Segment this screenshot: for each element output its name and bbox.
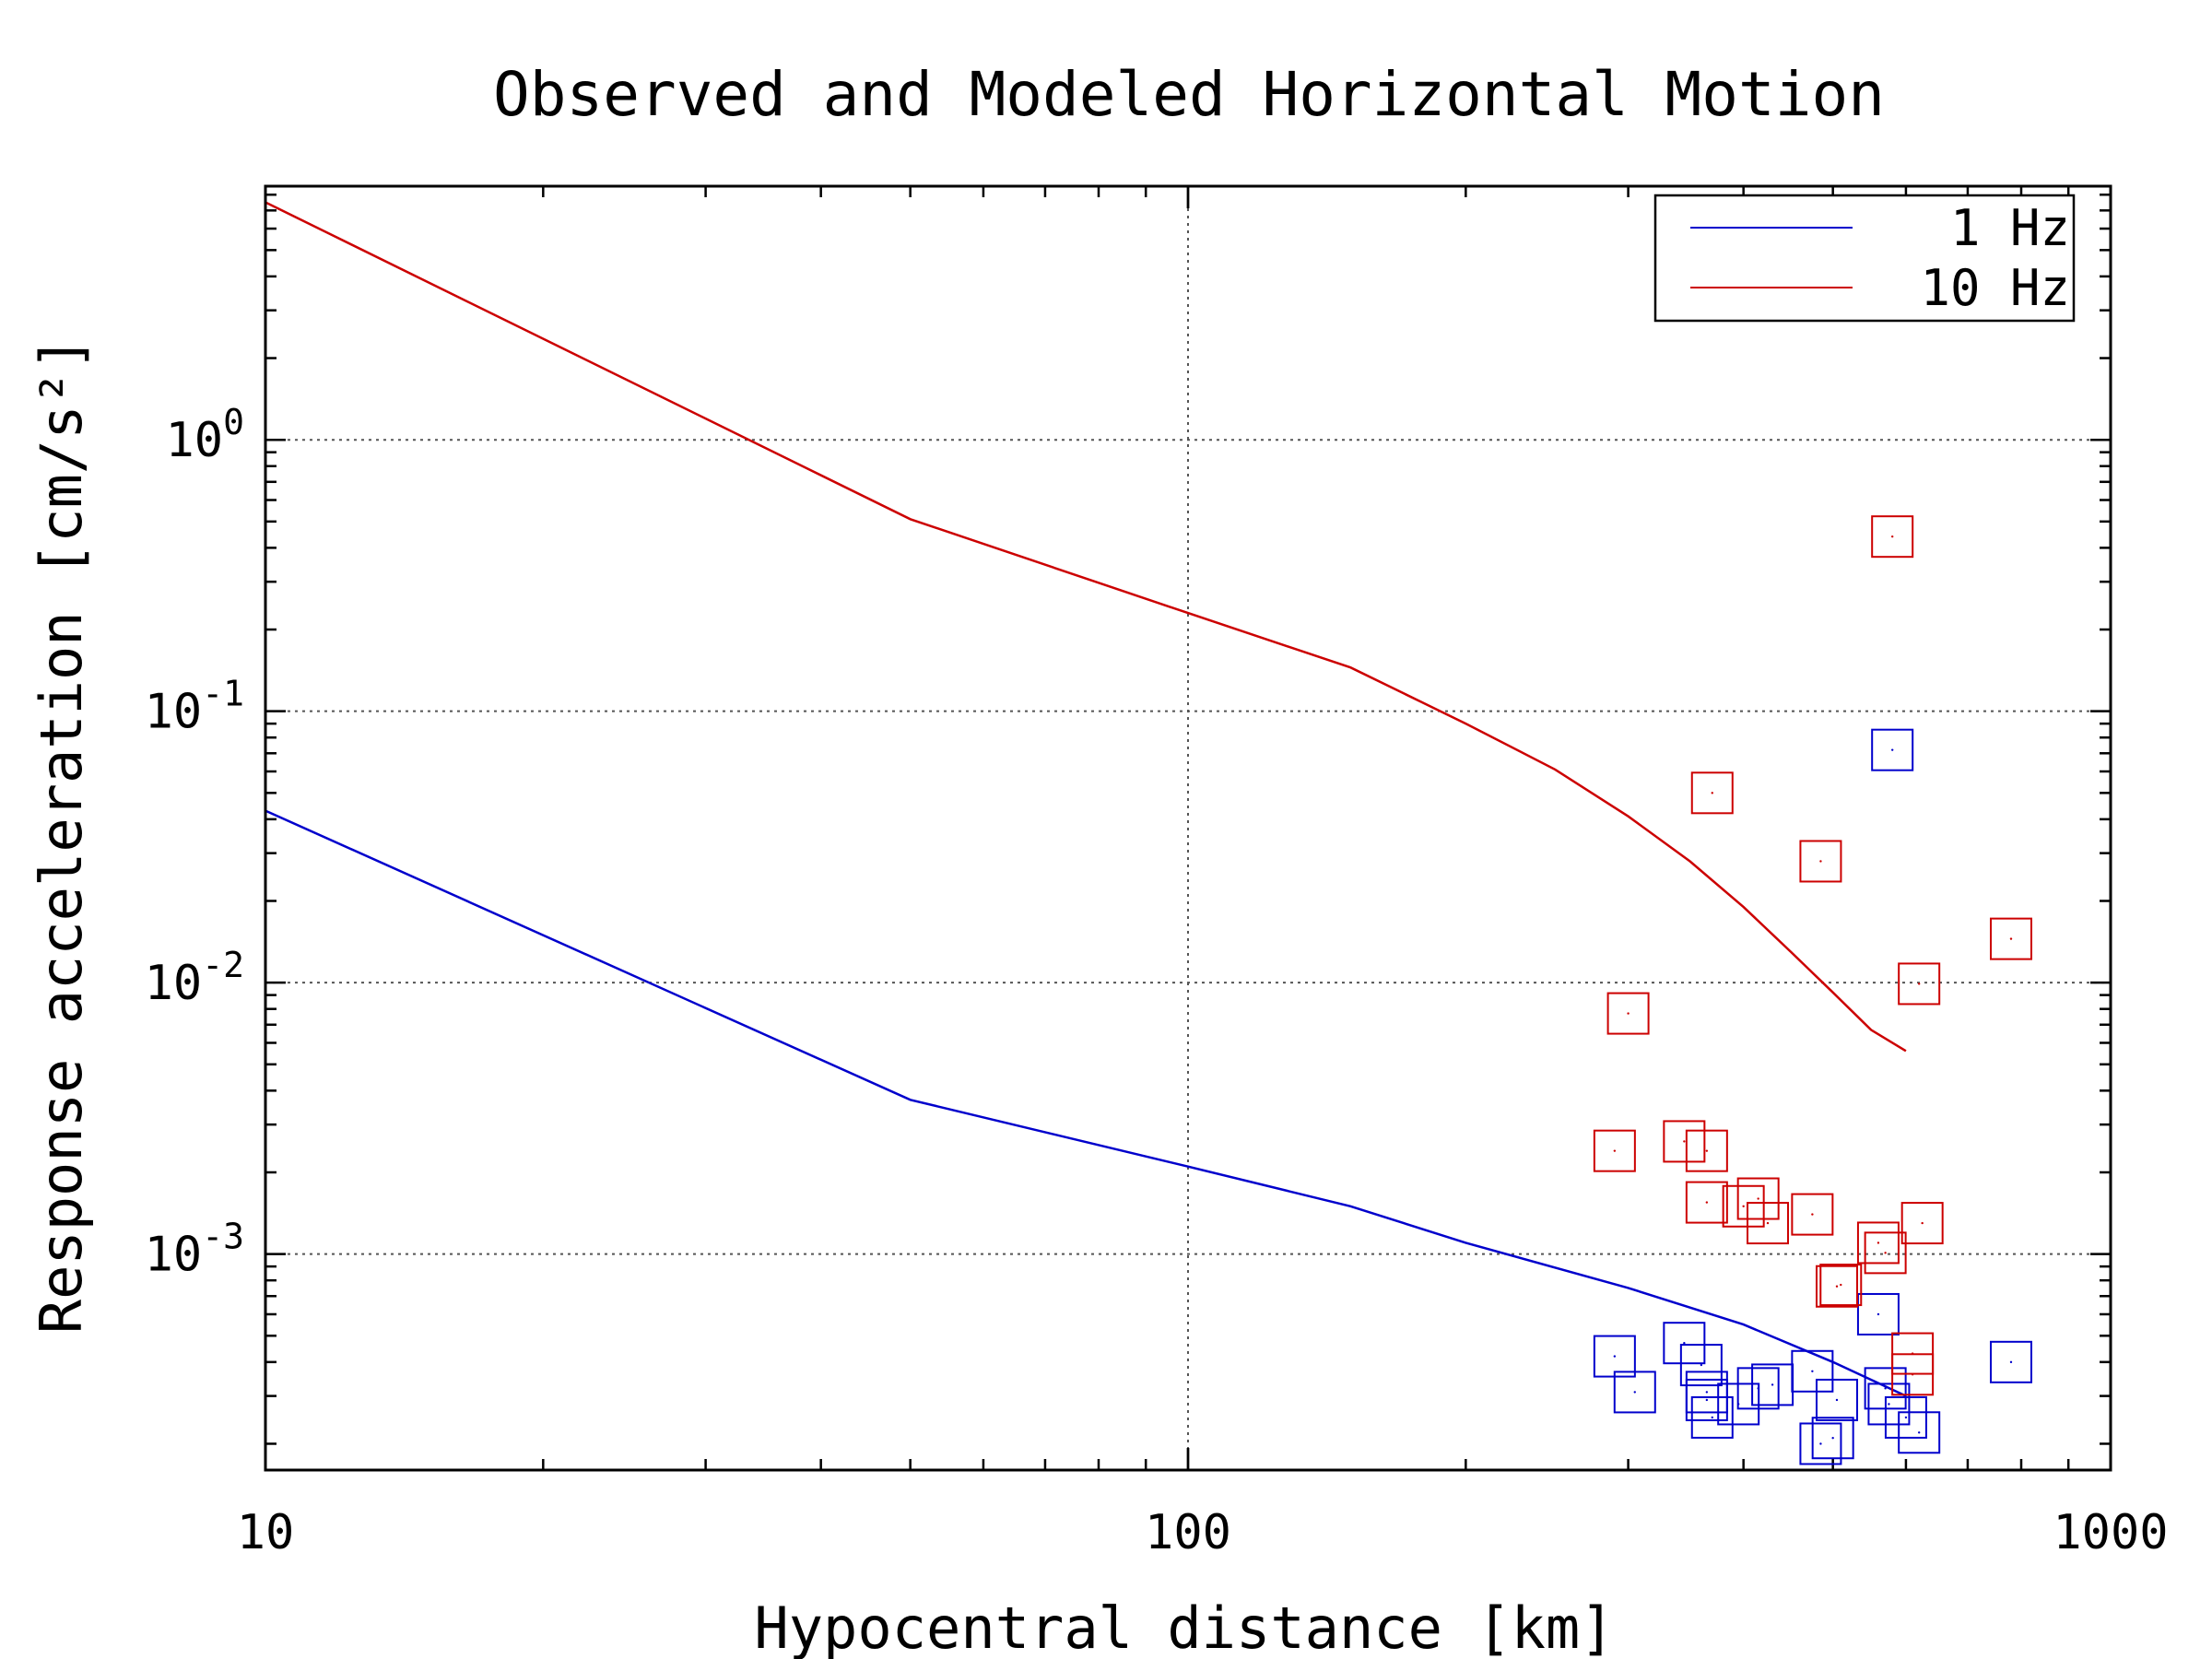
observed-point-1hz [1663,1322,1706,1365]
observed-point-dot-1hz [1917,1431,1921,1434]
observed-point-1hz [1690,1395,1734,1439]
observed-point-dot-10hz [1683,1140,1686,1143]
plot-frame [264,184,2112,1472]
observed-point-dot-10hz [1877,1241,1880,1244]
observed-point-dot-10hz [1917,982,1921,985]
y-tick-label: 10-3 [145,1217,244,1283]
observed-point-10hz [1856,1221,1900,1265]
observed-point-dot-10hz [1705,1201,1709,1204]
observed-point-1hz [1989,1340,2032,1383]
y-tick-labels: 100 10-1 10-2 10-3 [145,402,244,1282]
observed-point-dot-10hz [1627,1012,1630,1015]
observed-point-dot-10hz [1884,1252,1887,1254]
observed-point-dot-10hz [1840,1283,1842,1287]
observed-point-10hz [1815,1265,1858,1308]
observed-point-10hz [1722,1184,1765,1228]
observed-point-10hz [1747,1202,1790,1245]
observed-point-dot-10hz [1811,1213,1814,1216]
legend-label-10hz: 10 Hz [1920,259,2070,317]
observed-point-dot-10hz [1819,860,1822,863]
observed-point-dot-10hz [2009,937,2013,940]
observed-point-1hz [1871,728,1914,771]
observed-point-1hz [1811,1417,1854,1460]
observed-point-dot-1hz [1711,1416,1713,1419]
observed-point-10hz [1663,1120,1706,1163]
observed-point-1hz [1679,1344,1723,1387]
observed-point-dot-1hz [1888,1403,1890,1406]
observed-point-dot-1hz [1884,1387,1887,1390]
model-line-10hz [265,201,1907,1053]
y-axis-label: Response acceleration [cm/s²] [28,336,95,1335]
legend-label-1hz: 1 Hz [1950,199,2070,257]
observed-point-dot-10hz [1613,1149,1617,1152]
observed-point-dot-10hz [1921,1221,1924,1225]
observed-point-1hz [1685,1378,1728,1421]
observed-point-1hz [1884,1395,1927,1439]
observed-point-dot-1hz [1771,1383,1774,1386]
model-line-1hz [265,809,1907,1397]
observed-point-dot-10hz [1766,1221,1770,1225]
x-axis-label: Hypocentral distance [km] [754,1594,1614,1659]
observed-point-10hz [1685,1181,1728,1224]
x-tick-label: 1000 [2053,1505,2168,1560]
observed-point-1hz [1799,1422,1842,1465]
observed-point-dot-1hz [1835,1398,1839,1402]
observed-point-dot-1hz [1811,1370,1814,1372]
observed-point-10hz [1736,1177,1780,1220]
observed-point-1hz [1613,1371,1656,1414]
observed-point-dot-1hz [1700,1363,1703,1367]
legend-box [1653,194,2076,323]
observed-point-10hz [1791,1193,1834,1236]
observed-point-10hz [1606,992,1650,1035]
observed-point-10hz [1593,1129,1636,1172]
y-tick-label: 100 [165,402,244,468]
observed-point-dot-1hz [1904,1416,1908,1419]
observed-point-dot-1hz [1633,1391,1636,1394]
grid [265,186,2111,1470]
observed-point-dot-1hz [1683,1341,1686,1345]
observed-point-10hz [1900,1202,1944,1245]
observed-point-1hz [1867,1382,1911,1426]
observed-point-dot-10hz [1742,1205,1745,1207]
observed-point-1hz [1736,1367,1780,1410]
observed-point-dot-10hz [1757,1197,1759,1200]
x-tick-labels: 10 100 1000 [237,1505,2169,1560]
observed-point-dot-10hz [1911,1373,1914,1376]
plot-series [265,201,2032,1465]
observed-point-10hz [1819,1264,1863,1307]
observed-point-10hz [1898,962,1941,1006]
observed-point-1hz [1791,1349,1834,1393]
observed-point-1hz [1856,1292,1900,1335]
observed-point-dot-1hz [1831,1437,1834,1440]
observed-point-10hz [1690,771,1734,815]
observed-point-dot-1hz [1890,748,1894,751]
y-tick-label: 10-1 [145,674,244,740]
observed-point-dot-10hz [1835,1285,1839,1288]
y-tick-label: 10-2 [145,945,244,1011]
observed-point-10hz [1871,515,1914,559]
observed-point-dot-10hz [1705,1149,1709,1152]
observed-point-10hz [1891,1353,1935,1396]
observed-point-dot-1hz [1819,1442,1822,1445]
observed-point-10hz [1799,840,1842,883]
observed-point-dot-1hz [2009,1360,2013,1364]
observed-point-10hz [1685,1129,1728,1172]
chart-title: Observed and Modeled Horizontal Motion [493,59,1885,130]
observed-point-dot-10hz [1711,792,1713,794]
observed-point-1hz [1815,1378,1858,1421]
legend: 1 Hz 10 Hz [1653,194,2076,323]
observed-point-dot-1hz [1757,1387,1759,1390]
observed-point-dot-1hz [1877,1312,1880,1316]
x-tick-label: 100 [1145,1505,1231,1560]
observed-point-10hz [1989,917,2032,960]
observed-point-10hz [1864,1231,1907,1275]
x-tick-label: 10 [237,1505,295,1560]
observed-point-1hz [1898,1411,1941,1454]
observed-point-dot-1hz [1705,1391,1709,1394]
observed-point-dot-1hz [1705,1398,1709,1402]
observed-point-dot-10hz [1890,535,1894,538]
observed-point-dot-1hz [1613,1355,1617,1358]
